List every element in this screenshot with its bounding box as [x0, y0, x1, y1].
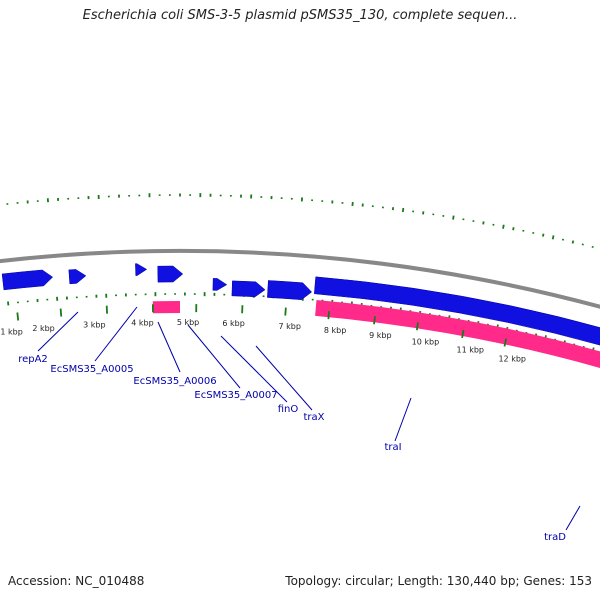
scale-tick-label: 1 kbp: [0, 327, 22, 336]
forward-gene-arrow: [1, 269, 54, 291]
scale-tick: [16, 312, 20, 321]
gene-label-traI: traI: [384, 442, 401, 453]
scale-tick-label: 11 kbp: [457, 346, 485, 355]
gene-label-leader: [565, 505, 581, 531]
scale-tick-label: 12 kbp: [498, 354, 526, 363]
forward-gene-arrow: [212, 278, 228, 291]
gene-label-repA2: repA2: [18, 354, 48, 365]
forward-gene-arrow: [157, 265, 184, 283]
tick-layer: 1 kbp 2 kbp 3 kbp 4 kbp 5 kbp 6 kbp 7 kbp 8 kbp…: [0, 304, 526, 363]
scale-tick-label: 5 kbp: [177, 318, 199, 327]
scale-tick-label: 7 kbp: [279, 322, 301, 331]
scale-tick: [284, 307, 287, 316]
gc-outer-mark: [551, 235, 555, 240]
topology-summary-text: Topology: circular; Length: 130,440 bp; …: [285, 574, 592, 588]
forward-gene-arrow: [68, 269, 87, 285]
gc-outer-mark: [542, 233, 545, 237]
gene-label-leader: [255, 345, 313, 411]
scale-tick: [59, 308, 63, 317]
rna-feature-long: [315, 299, 600, 369]
scale-tick: [461, 329, 465, 339]
gc-outer-mark: [512, 227, 515, 231]
gc-outer-mark: [401, 207, 405, 213]
gene-label-leader: [94, 306, 138, 362]
map-title: Escherichia coli SMS-3-5 plasmid pSMS35_…: [82, 8, 518, 23]
gene-label-EcSMS35_A0007: EcSMS35_A0007: [194, 390, 277, 401]
accession-text: Accession: NC_010488: [8, 574, 145, 588]
forward-gene-arrow: [314, 276, 600, 346]
gc-outer-mark: [482, 221, 485, 225]
gc-outer-mark: [452, 215, 455, 220]
gene-label-leader: [394, 397, 412, 442]
scale-tick: [415, 322, 419, 331]
scale-tick-label: 6 kbp: [222, 319, 244, 328]
backbone-layer: [0, 249, 600, 309]
scale-tick-label: 2 kbp: [32, 324, 54, 333]
scale-tick: [503, 338, 508, 347]
forward-gene-arrow: [135, 263, 148, 276]
backbone-arc: [0, 249, 600, 309]
gene-label-traD: traD: [544, 532, 566, 543]
gc-outer-mark: [502, 224, 505, 229]
forward-gene-arrow: [267, 280, 313, 300]
gene-label-leader: [157, 321, 181, 373]
gene-label-EcSMS35_A0006: EcSMS35_A0006: [133, 376, 216, 387]
gene-label-finO: finO: [278, 404, 299, 415]
gene-label-leader: [187, 324, 241, 389]
gc-outer-mark: [571, 240, 575, 244]
rna-feature-small: [152, 301, 180, 314]
scale-tick-label: 3 kbp: [83, 320, 105, 329]
forward-gene-arrow: [231, 280, 266, 298]
gene-label-traX: traX: [303, 412, 324, 423]
scale-tick-label: 4 kbp: [131, 318, 153, 327]
scale-tick: [373, 316, 376, 325]
gene-label-EcSMS35_A0005: EcSMS35_A0005: [50, 364, 133, 375]
gene-label-leader: [220, 335, 288, 403]
gene-label-leader: [37, 311, 79, 352]
scale-tick-label: 8 kbp: [324, 326, 346, 335]
scale-tick-label: 10 kbp: [412, 338, 440, 347]
gc-skew-outer-track: [6, 193, 594, 248]
feature-layer: [1, 263, 600, 369]
scale-tick-label: 9 kbp: [369, 331, 391, 340]
scale-tick: [327, 311, 331, 320]
